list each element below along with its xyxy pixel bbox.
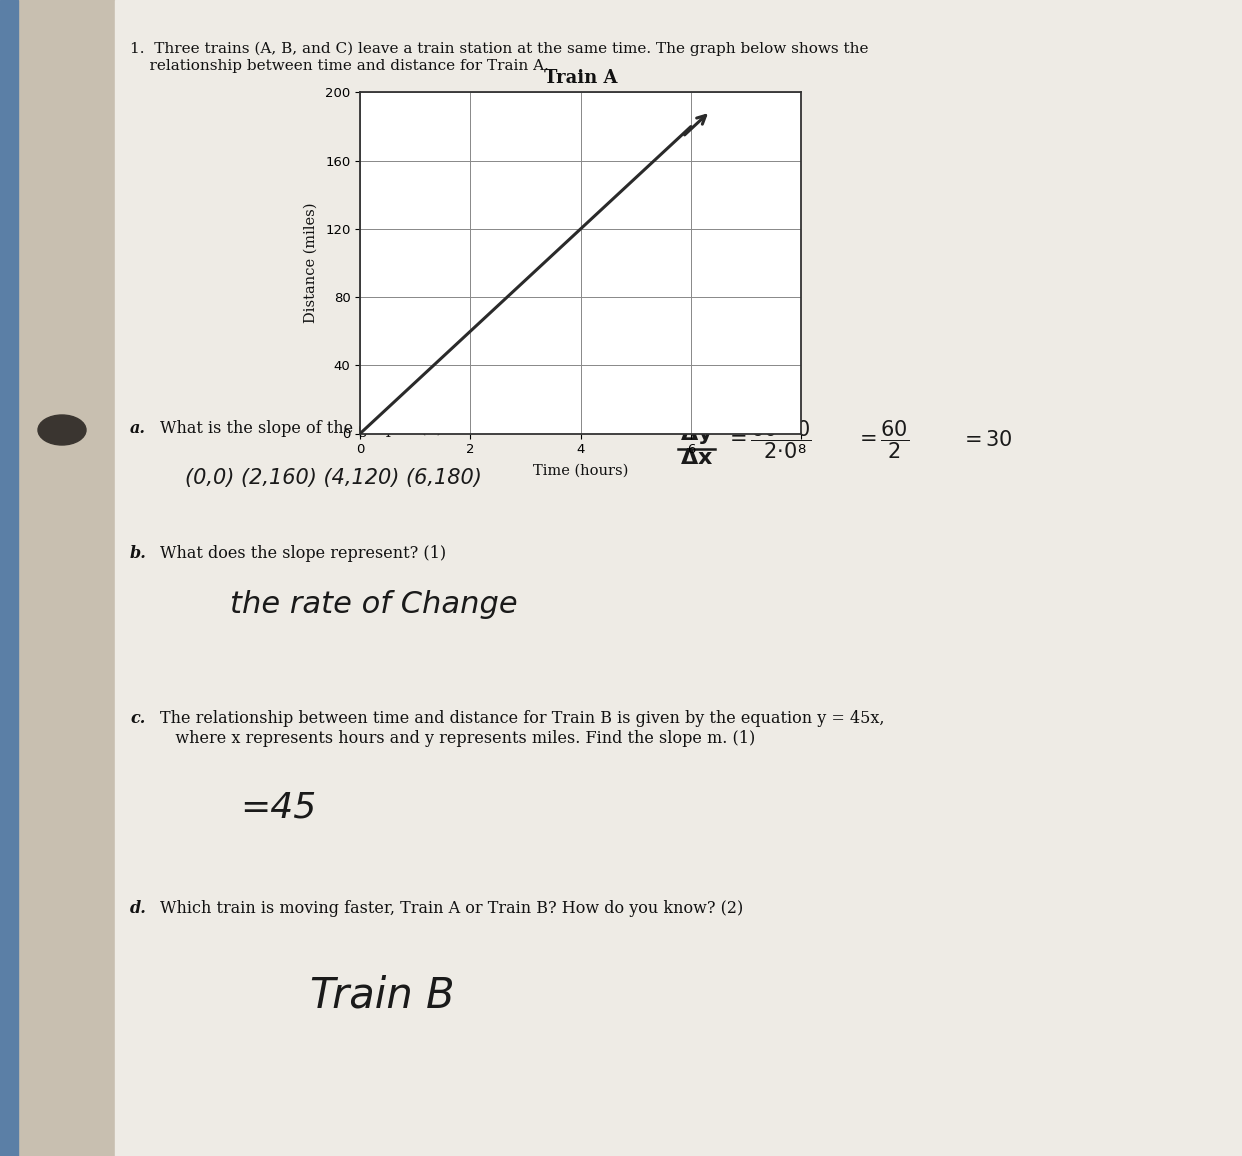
Text: What does the slope represent? (1): What does the slope represent? (1) bbox=[160, 544, 446, 562]
Text: $= \dfrac{60\!-\!0}{2{\cdot}0}$: $= \dfrac{60\!-\!0}{2{\cdot}0}$ bbox=[725, 418, 811, 460]
Bar bbox=[0, 0, 116, 1156]
Text: Train B: Train B bbox=[310, 975, 455, 1017]
Text: the rate of Change: the rate of Change bbox=[230, 590, 518, 618]
Bar bbox=[0, 0, 17, 1156]
Text: What is the slope of the graph? (1): What is the slope of the graph? (1) bbox=[160, 420, 443, 437]
Text: d.: d. bbox=[130, 901, 147, 917]
Text: The relationship between time and distance for Train B is given by the equation : The relationship between time and distan… bbox=[160, 710, 884, 747]
Text: (0,0) (2,160) (4,120) (6,180): (0,0) (2,160) (4,120) (6,180) bbox=[185, 468, 482, 488]
Title: Train A: Train A bbox=[544, 68, 617, 87]
Text: $= \dfrac{60}{2}$: $= \dfrac{60}{2}$ bbox=[854, 418, 909, 460]
Text: a.: a. bbox=[130, 420, 147, 437]
Text: b.: b. bbox=[130, 544, 147, 562]
Text: Which train is moving faster, Train A or Train B? How do you know? (2): Which train is moving faster, Train A or… bbox=[160, 901, 743, 917]
Text: c.: c. bbox=[130, 710, 145, 727]
Text: $\mathbf{\Delta x}$: $\mathbf{\Delta x}$ bbox=[681, 449, 713, 468]
Text: $= 30$: $= 30$ bbox=[960, 430, 1012, 450]
Text: =45: =45 bbox=[240, 790, 317, 824]
X-axis label: Time (hours): Time (hours) bbox=[533, 464, 628, 477]
Ellipse shape bbox=[39, 415, 86, 445]
Text: 1.  Three trains (A, B, and C) leave a train station at the same time. The graph: 1. Three trains (A, B, and C) leave a tr… bbox=[130, 42, 868, 73]
Y-axis label: Distance (miles): Distance (miles) bbox=[304, 202, 318, 324]
Text: $\mathbf{\Delta y}$: $\mathbf{\Delta y}$ bbox=[681, 422, 713, 446]
